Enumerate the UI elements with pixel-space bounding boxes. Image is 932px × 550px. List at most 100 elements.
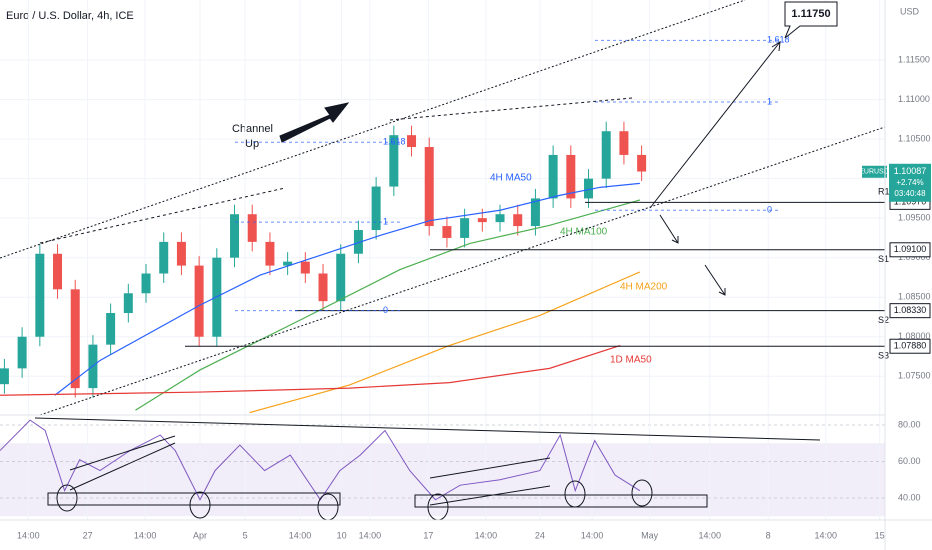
candle-body: [566, 154, 576, 199]
candle-body: [141, 273, 151, 294]
annotation: Up: [245, 138, 259, 150]
last-box: [889, 163, 931, 202]
level-price: 1.08330: [894, 305, 927, 315]
x-tick-label: 14:00: [814, 530, 837, 540]
last-change: +2.74%: [896, 178, 923, 187]
channel-bottom: [39, 126, 886, 416]
candle-body: [17, 336, 27, 369]
fib-label: 1.618: [383, 137, 406, 147]
candle-body: [460, 218, 470, 238]
annotation: Channel: [232, 123, 273, 135]
rsi-circle: [631, 479, 653, 507]
candle-body: [176, 241, 186, 266]
x-tick-label: 14:00: [699, 530, 722, 540]
candle-body: [336, 253, 346, 302]
candle-body: [371, 186, 381, 231]
x-tick-label: Apr: [193, 530, 207, 540]
target-label: 1.11750: [791, 8, 830, 20]
candle-body: [530, 198, 540, 227]
last-tag: [862, 165, 887, 178]
candle-body: [300, 261, 310, 274]
level-name: S3: [878, 351, 889, 361]
candle-body: [601, 131, 611, 179]
x-tick-label: 14:00: [289, 530, 312, 540]
candle-body: [35, 253, 45, 337]
channel-top: [0, 0, 746, 259]
x-tick-label: 14:00: [17, 530, 40, 540]
x-tick-label: 14:00: [475, 530, 498, 540]
candle-body: [318, 273, 328, 302]
candle-body: [70, 289, 80, 389]
x-tick-label: 17: [423, 530, 433, 540]
last-symbol: EURUSD: [859, 169, 889, 176]
moving-average: [135, 199, 641, 411]
x-tick-label: 24: [535, 530, 545, 540]
last-price: 1.10087: [894, 166, 927, 176]
last-countdown: 03:40:48: [894, 189, 926, 198]
candle-body: [159, 241, 169, 274]
candle-body: [53, 253, 63, 290]
moving-average: [54, 182, 640, 396]
y-tick-label: 1.09500: [898, 213, 931, 223]
fib-label: 0: [767, 205, 772, 215]
candle-body: [407, 135, 417, 148]
x-tick-label: 14:00: [134, 530, 157, 540]
x-tick-label: May: [641, 530, 659, 540]
currency: USD: [900, 6, 920, 16]
moving-average: [249, 271, 641, 414]
x-tick-label: 8: [766, 530, 771, 540]
x-tick-label: 14:00: [359, 530, 382, 540]
target-box: [784, 1, 838, 39]
rsi-circle: [56, 484, 78, 512]
arrow-head: [718, 288, 726, 296]
rsi-trend: [69, 435, 176, 471]
candle-body: [247, 214, 257, 242]
fib-label: 0: [383, 305, 388, 315]
candle-body: [442, 226, 452, 238]
fib-label: 1.618: [767, 35, 790, 45]
series-label: 4H MA200: [620, 282, 668, 293]
arrow-head: [671, 236, 679, 244]
rsi-trend: [429, 457, 551, 479]
series-label: 4H MA100: [560, 227, 608, 238]
candle-body: [513, 214, 523, 227]
candle-body: [230, 214, 240, 258]
candle-body: [424, 147, 434, 227]
series-label: 4H MA50: [490, 173, 532, 184]
candle-body: [194, 265, 204, 337]
candle-body: [265, 241, 275, 266]
rsi-trend: [69, 442, 176, 491]
y-tick-label: 1.08500: [898, 292, 931, 302]
fib-label: 1: [383, 216, 388, 226]
moving-average: [0, 344, 621, 396]
rsi-trend: [34, 417, 821, 441]
level-price: 1.07880: [894, 341, 927, 351]
candle-body: [353, 230, 363, 254]
rsi-tick-label: 60.00: [898, 456, 921, 466]
rsi-line: [0, 419, 641, 501]
x-tick-label: 27: [83, 530, 93, 540]
rsi-tick-label: 80.00: [898, 419, 921, 429]
candle-body: [637, 154, 647, 172]
level-box: [889, 303, 931, 319]
level-name: S2: [878, 315, 889, 325]
rsi-circle: [189, 491, 211, 519]
y-tick-label: 1.10500: [898, 133, 931, 143]
rsi-box: [414, 494, 708, 508]
level-price: 1.09100: [894, 244, 927, 254]
x-tick-label: 10: [337, 530, 347, 540]
candle-body: [389, 135, 399, 187]
candle-body: [123, 293, 133, 314]
x-tick-label: 5: [243, 530, 248, 540]
rsi-circle: [564, 480, 586, 508]
arrow-head: [771, 41, 781, 52]
level-name: S1: [878, 254, 889, 264]
y-tick-label: 1.11000: [898, 94, 930, 104]
level-box: [889, 338, 931, 354]
x-tick-label: 14:00: [581, 530, 604, 540]
chart-title: Euro / U.S. Dollar, 4h, ICE: [6, 10, 134, 22]
arrow: [704, 264, 726, 296]
trend-dash: [389, 97, 633, 121]
